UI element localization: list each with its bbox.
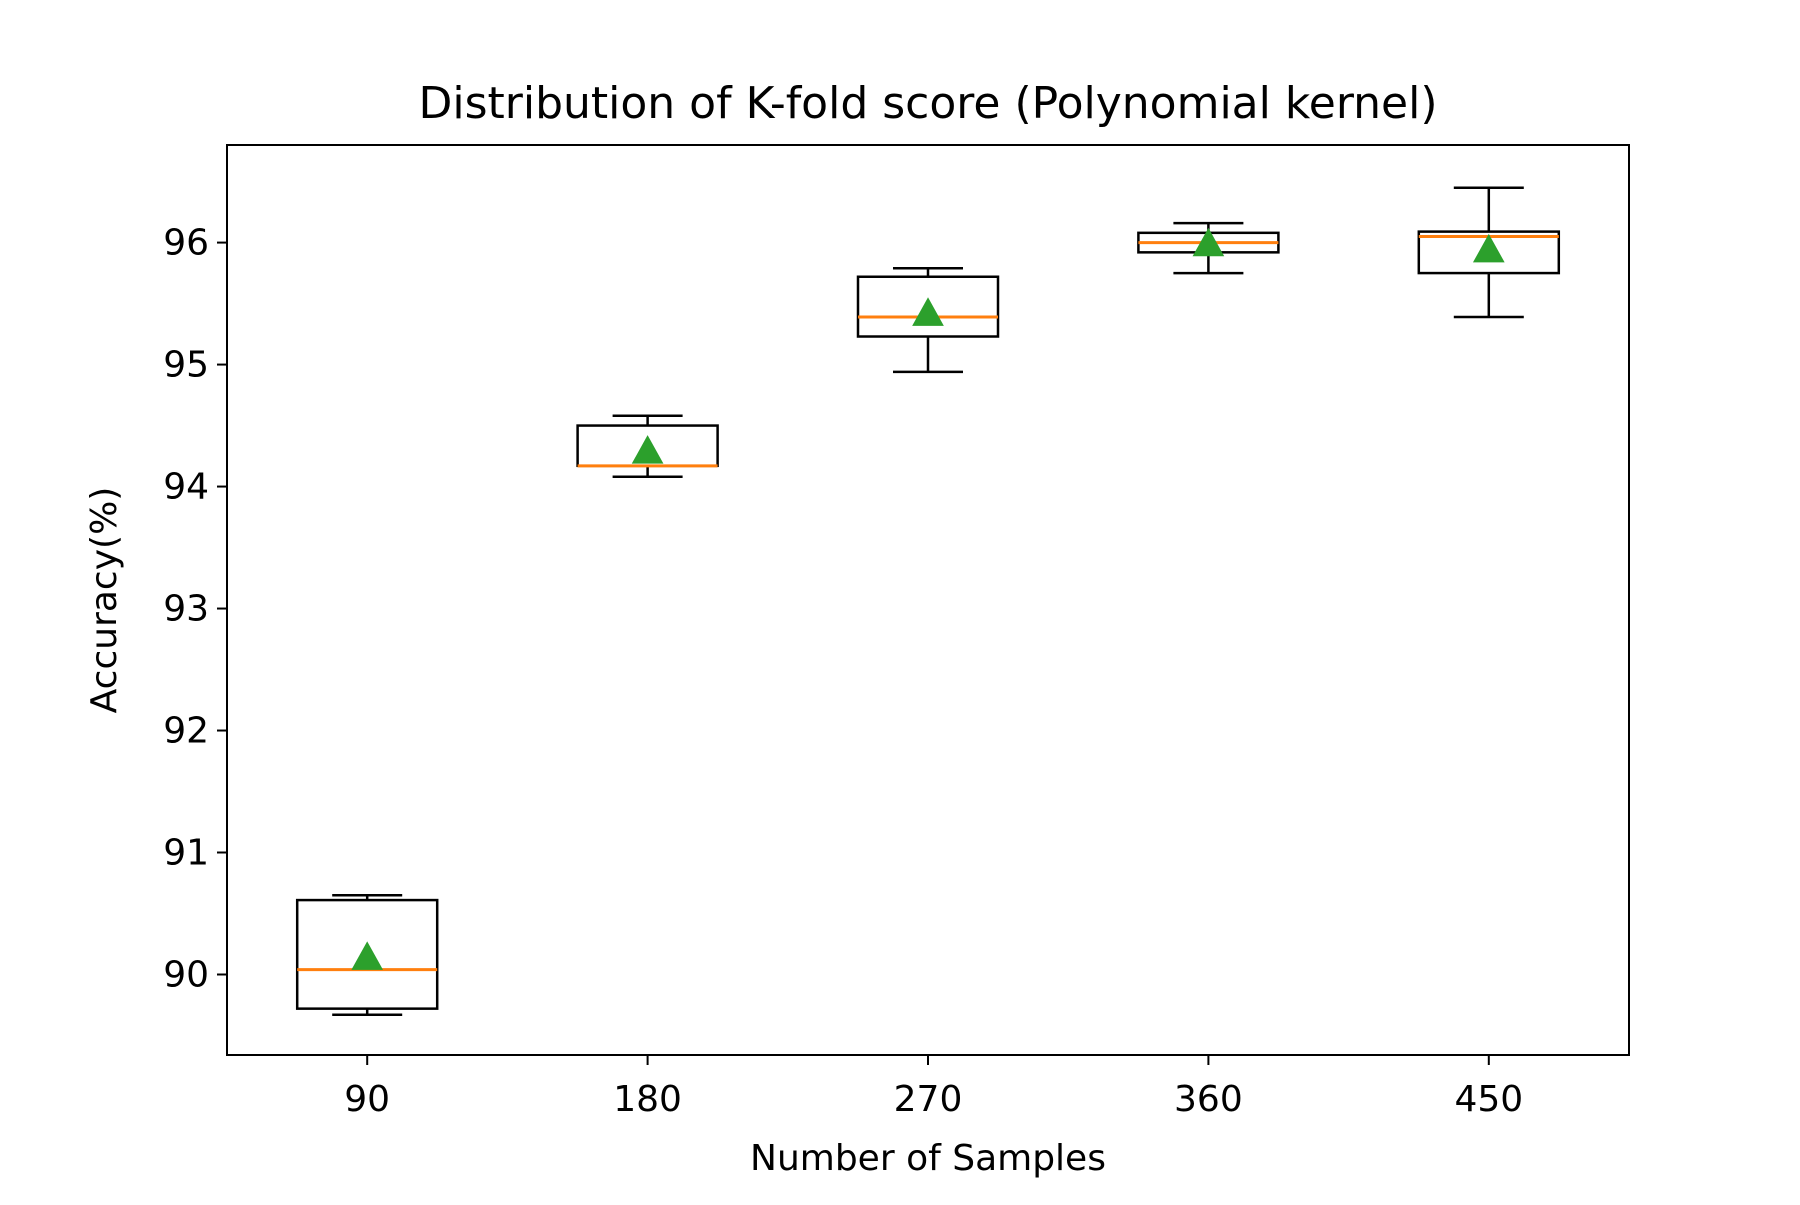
x-tick-label: 450 [1454, 1079, 1523, 1120]
x-tick-label: 270 [894, 1079, 963, 1120]
x-tick-label: 180 [613, 1079, 682, 1120]
mean-marker [1472, 233, 1505, 263]
y-tick-label: 94 [163, 467, 209, 508]
y-tick-label: 93 [163, 589, 209, 630]
x-axis-label: Number of Samples [750, 1138, 1106, 1179]
mean-marker [912, 297, 944, 326]
box-iqr [1417, 230, 1561, 275]
plot-frame [226, 144, 1630, 1056]
mean-marker [1192, 227, 1225, 257]
box-iqr [856, 275, 1000, 338]
y-tick-label: 91 [163, 833, 209, 874]
mean-marker [631, 435, 664, 464]
x-tick-label: 90 [344, 1079, 390, 1120]
y-tick-label: 95 [163, 345, 209, 386]
y-tick-label: 96 [163, 223, 209, 264]
chart-title: Distribution of K-fold score (Polynomial… [419, 78, 1438, 129]
y-axis-label: Accuracy(%) [84, 487, 125, 714]
mean-marker [351, 941, 384, 970]
x-tick-label: 360 [1174, 1079, 1243, 1120]
y-tick-label: 92 [163, 711, 209, 752]
y-tick-label: 90 [163, 954, 209, 995]
plot-area: 90 91 92 93 94 95 96 90 180 270 360 450 [163, 186, 1561, 1120]
box-iqr [295, 898, 439, 1010]
